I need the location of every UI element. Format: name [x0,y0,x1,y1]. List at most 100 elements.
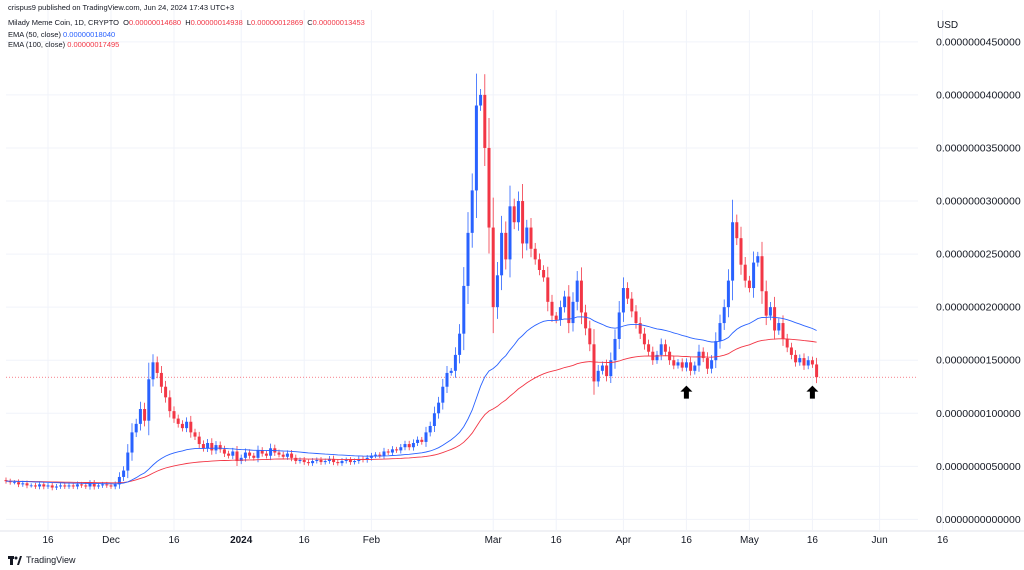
candle-body [798,358,802,363]
candle-body [626,288,630,299]
candle-body [168,397,172,412]
candle-body [567,296,571,324]
price-tick-label: 0.0000000200000 [936,302,1021,314]
candle-body [495,275,499,308]
ema100-legend[interactable]: EMA (100, close) 0.00000017495 [8,40,119,50]
candle-body [277,452,281,455]
candle-body [63,485,67,487]
candle-body [8,481,12,483]
candle-body [369,455,373,458]
candle-body [542,270,546,278]
candle-body [508,206,512,260]
candle-body [46,485,50,487]
candle-body [365,457,369,460]
candle-body [621,288,625,313]
candle-body [256,450,260,458]
candle-body [554,315,558,320]
symbol-legend[interactable]: Milady Meme Coin, 1D, CRYPTO O0.00000014… [8,18,365,28]
candle-body [428,426,432,433]
price-tick-label: 0.0000000450000 [936,36,1021,48]
candle-body [680,362,684,368]
candle-body [285,453,289,457]
ema100-label: EMA (100, close) [8,40,66,49]
candle-body [336,462,340,464]
candle-body [50,485,54,488]
candle-body [789,347,793,355]
candle-body [647,344,651,352]
time-tick-label: Feb [363,535,381,546]
candle-body [75,484,79,487]
candle-body [218,445,222,450]
ema100-value: 0.00000017495 [67,40,120,49]
currency-label[interactable]: USD [937,20,959,31]
candle-body [353,461,357,463]
candle-body [718,323,722,342]
candle-body [487,147,491,228]
candle-body [714,341,718,361]
close-label: C [307,18,313,27]
candle-body [705,358,709,369]
candle-body [281,454,285,457]
candle-body [193,432,197,437]
candle-body [605,365,609,377]
price-axis[interactable]: 0.0000000450000 0.0000000400000 0.00000003… [936,36,1021,526]
candle-body [12,482,16,484]
time-tick-label: 16 [807,535,819,546]
time-tick-label: 2024 [230,535,253,546]
candle-body [663,344,667,352]
price-tick-label: 0.0000000100000 [936,408,1021,420]
candle-body [739,238,743,265]
candle-body [592,344,596,382]
time-axis[interactable]: 16 Dec 16 2024 16 Feb Mar 16 Apr 16 May 16 Jun 16 [0,530,1024,546]
candle-body [243,452,247,458]
candle-body [479,94,483,106]
candle-body [731,222,735,281]
candle-body [777,323,781,331]
tradingview-brand[interactable]: TradingView [8,555,76,565]
ema50-label: EMA (50, close) [8,30,61,39]
candle-body [529,227,533,249]
candle-body [155,362,159,373]
ema-lines [6,316,817,485]
price-tick-label: 0.0000000250000 [936,249,1021,261]
candle-body [126,452,130,471]
time-tick-label: May [740,535,759,546]
candle-body [676,362,680,366]
candle-body [432,413,436,426]
candle-body [348,459,352,463]
tradingview-logo-icon [8,555,22,565]
candle-body [588,328,592,345]
candle-body [151,362,155,380]
ema100-line [6,338,817,484]
candle-body [54,486,58,488]
ema50-legend[interactable]: EMA (50, close) 0.00000018040 [8,30,115,40]
brand-name: TradingView [26,555,76,565]
candle-body [441,386,445,403]
candle-body [470,190,474,233]
candle-body [411,442,415,448]
candle-body [88,483,92,487]
time-tick-label: 16 [681,535,693,546]
candle-body [71,485,75,487]
candle-body [311,461,315,464]
candle-body [96,485,100,487]
candle-body [395,449,399,451]
candle-body [735,222,739,239]
candle-body [600,365,604,371]
candle-body [596,370,600,382]
candle-body [806,360,810,366]
candle-body [785,338,789,348]
candle-body [630,298,634,312]
price-tick-label: 0.0000000300000 [936,196,1021,208]
candle-body [113,484,117,487]
candle-body [642,333,646,345]
symbol-name: Milady Meme Coin, 1D, CRYPTO [8,18,120,27]
candle-body [269,448,273,456]
candle-body [227,453,231,456]
candle-body [264,453,268,456]
support-resistance-levels: 0.000000171230.00000013199 [6,376,918,378]
candle-body [504,232,508,260]
candle-body [59,485,63,487]
annotation-arrows [680,385,819,399]
